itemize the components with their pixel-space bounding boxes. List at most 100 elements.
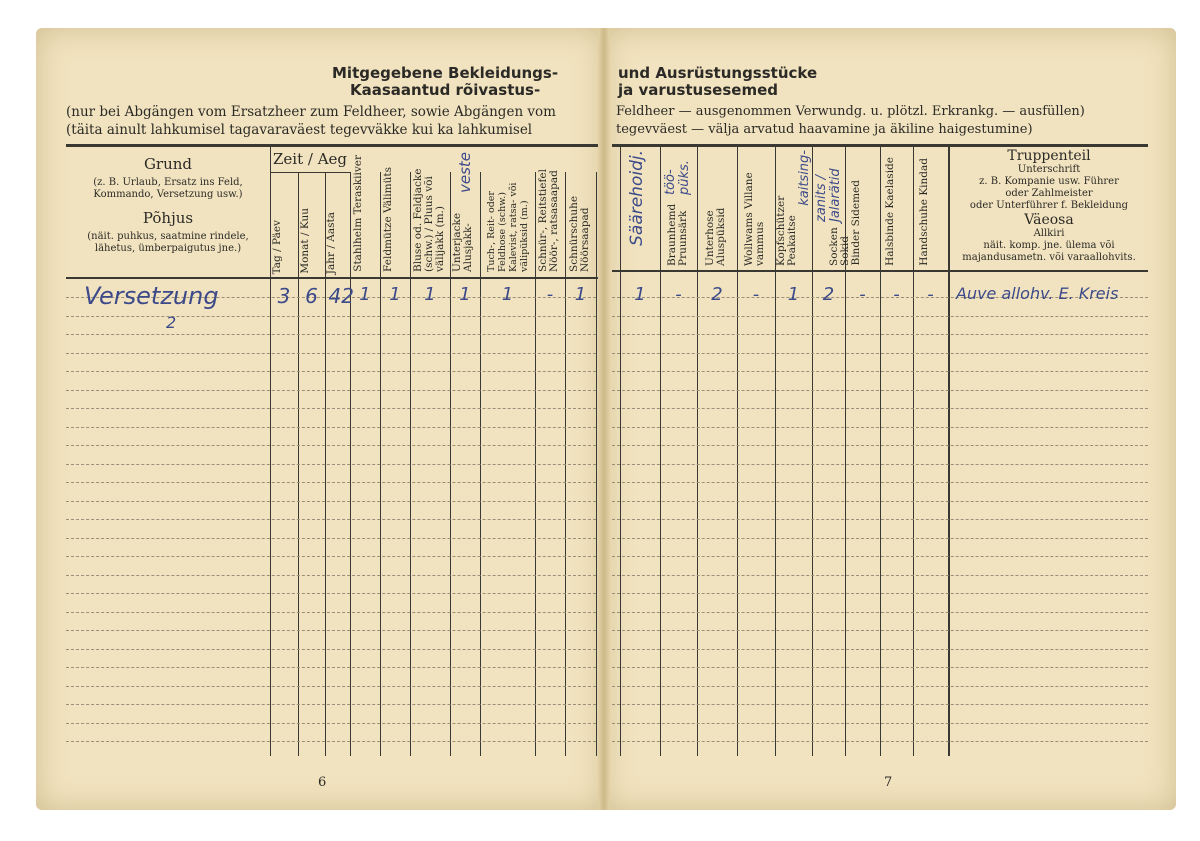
row-line [612,408,1148,409]
row-line [612,704,1148,705]
column-divider [697,146,698,756]
row-line [66,537,596,539]
column-divider [596,172,597,756]
truppenteil-l3: z. B. Kompanie usw. Führer [979,176,1119,187]
column-divider [270,146,271,756]
row-value: 1 [787,284,800,305]
row-line [612,593,1148,594]
column-header: Bluse od. Feldjacke (schw.) / Pluus või … [412,168,446,272]
row-line [66,519,596,520]
column-header: Feldmütze Välimüts [382,167,394,272]
column-header: Monat / Kuu [298,208,311,274]
page-number-right: 7 [884,775,893,790]
row-line [612,445,1148,446]
column-header: Halsbinde Kaelaside [883,157,896,266]
row-grund: Versetzung [84,282,219,310]
column-divider [845,146,846,756]
row-line [66,741,596,742]
allkiri: Allkiri [1033,228,1065,239]
row-value: 6 [305,284,318,308]
row-line [66,408,596,409]
row-line [612,352,1148,354]
annotation-socken: zanits / Jalarätid [814,168,843,222]
row-line [612,556,1148,557]
page-number-left: 6 [318,775,327,790]
row-line [612,611,1148,613]
row-line [66,371,596,372]
title-et-left: Kaasaantud rõivastus- [350,81,541,99]
row-line [612,519,1148,520]
pohjus-desc: (näit. puhkus, saatmine rindele, lähetus… [87,231,249,254]
column-header: Tuch-, Reit- oder Feldhose (schw.) Kalev… [485,182,530,272]
row-line [66,722,596,724]
row-line [612,389,1148,391]
column-header: Jahr / Aasta [324,211,337,274]
title-de-left: Mitgegebene Bekleidungs- [332,64,559,82]
row-line [612,315,1148,317]
row-line [66,463,596,465]
column-header: Kopfschützer Peakaitse [775,195,798,266]
row-line [66,315,596,317]
book-spine [598,28,610,810]
row-line [66,667,596,668]
row-line [612,667,1148,668]
row-value: 1 [574,284,587,305]
column-header: Binder Sidemed [849,180,862,266]
column-divider [660,146,661,756]
title-et-right: ja varustusesemed [618,81,778,99]
zeit-header: Zeit / Aeg [272,150,348,168]
column-divider [948,146,950,756]
row-line [66,593,596,594]
row-value: 2 [822,284,835,305]
row-value: 1 [359,284,371,305]
column-header: Stahlhelm Teraskiiver [352,155,364,272]
column-header: Tag / Päev [271,219,283,274]
column-header: Unterhose Aluspüksid [704,207,727,266]
truppenteil-l5: oder Unterführer f. Bekleidung [969,200,1129,211]
row-line [66,482,596,483]
row-value: 3 [277,284,291,308]
row-line [612,463,1148,465]
grund-desc-de: (z. B. Urlaub, Ersatz ins Feld, Kommando… [93,177,243,200]
row-line [612,648,1148,650]
column-divider [775,146,776,756]
truppenteil-header: Truppenteil Unterschrift z. B. Kompanie … [950,148,1148,264]
grund-title: Grund [143,155,193,173]
subtitle-et-left: (täita ainult lahkumisel tagavaraväest t… [66,122,533,138]
row-line [66,574,596,576]
row-grund-mark: 2 [166,313,177,332]
row-line [66,704,596,705]
column-header: Schnür-, Reitstiefel Nöör-, ratsasaapad [537,169,560,272]
column-header-saarehoidj: Säärehoidj. [627,150,647,246]
column-header: Braunhemd Pruunsärk [665,203,689,266]
column-header: Unterjacke Alusjakk- [451,212,474,272]
row-line [612,630,1148,631]
row-line [612,574,1148,576]
row-value: - [752,284,760,305]
row-line [612,722,1148,724]
row-line [66,611,596,613]
row-value: - [927,284,934,305]
header-rule-left [66,144,598,147]
row-line [66,500,596,502]
row-value: 42 [328,284,354,308]
row-line [612,297,1148,298]
row-line [66,648,596,650]
annotation-braunhemd: töö-püks. [663,160,692,195]
row-line [612,426,1148,428]
right-page [604,28,1176,810]
row-line [612,500,1148,502]
column-header: Wollwams Villane vammus [743,172,766,266]
truppenteil-l4: oder Zahlmeister [1005,188,1093,199]
truppenteil-title: Truppenteil [1007,148,1091,164]
truppenteil-l8: näit. komp. jne. ülema või majandusametn… [962,240,1136,263]
column-header: Schnürschuhe Nöörsaapad [567,195,591,272]
row-line [612,482,1148,483]
row-line [66,389,596,391]
unterschrift: Unterschrift [1017,164,1081,175]
zeit-divider [270,172,350,173]
row-line [612,537,1148,539]
row-value: 1 [501,284,514,305]
row-line [612,334,1148,335]
column-divider [737,146,738,756]
